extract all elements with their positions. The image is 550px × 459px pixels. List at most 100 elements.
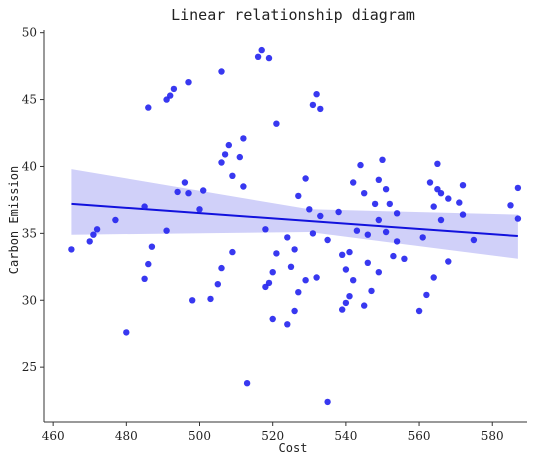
data-point — [437, 216, 445, 224]
x-tick-label: 560 — [408, 429, 431, 443]
y-tick-label: 35 — [22, 226, 37, 240]
data-point — [445, 195, 452, 202]
confidence-band-layer — [71, 169, 518, 259]
y-tick-label: 40 — [22, 159, 37, 173]
y-axis-label: Carbon Emission — [7, 166, 21, 274]
confidence-band — [71, 169, 518, 259]
data-point — [218, 264, 225, 272]
data-point — [236, 153, 243, 161]
data-point — [141, 275, 148, 282]
data-point — [273, 120, 280, 127]
data-point — [243, 380, 251, 387]
data-point — [393, 210, 401, 217]
data-point — [390, 252, 397, 260]
data-point — [324, 236, 331, 244]
x-tick-label: 520 — [261, 429, 284, 443]
data-point — [90, 231, 97, 238]
x-tick-label: 500 — [188, 429, 211, 443]
data-point — [470, 236, 478, 244]
data-point — [382, 228, 390, 236]
data-point — [181, 179, 189, 186]
x-axis: 460 480 500 520 540 560 580 — [42, 421, 527, 443]
data-point — [342, 299, 350, 307]
data-point — [302, 277, 309, 284]
data-point — [339, 306, 346, 313]
data-point — [229, 172, 236, 179]
x-tick-label: 460 — [42, 429, 65, 443]
y-tick-label: 25 — [22, 360, 37, 374]
data-point — [309, 230, 317, 237]
data-point — [426, 179, 434, 186]
data-point — [306, 206, 313, 213]
data-point — [302, 175, 309, 182]
data-point — [185, 79, 192, 86]
data-point — [317, 105, 324, 113]
data-point — [167, 92, 174, 99]
data-point — [269, 315, 276, 323]
data-point — [361, 190, 368, 197]
data-point — [273, 250, 280, 257]
data-point — [123, 329, 130, 336]
data-point — [196, 206, 203, 213]
data-point — [371, 200, 379, 208]
data-point — [401, 255, 408, 262]
data-point — [309, 101, 317, 109]
data-point — [353, 227, 361, 234]
data-point — [339, 251, 346, 258]
data-point — [254, 53, 262, 60]
data-point — [284, 234, 291, 241]
data-point — [419, 234, 426, 241]
data-point — [240, 183, 247, 190]
data-point — [514, 215, 522, 222]
data-point — [148, 243, 156, 250]
data-point — [145, 260, 152, 268]
data-point — [342, 266, 350, 273]
data-point — [218, 159, 225, 166]
data-point — [214, 281, 221, 288]
data-point — [375, 269, 382, 276]
data-point — [295, 192, 302, 200]
data-point — [287, 263, 295, 270]
data-point — [112, 216, 119, 224]
data-point — [291, 307, 298, 315]
scatter-points — [68, 46, 522, 406]
data-point — [434, 160, 441, 167]
data-point — [313, 274, 320, 281]
data-point — [364, 231, 371, 238]
y-tick-label: 50 — [22, 26, 37, 40]
data-point — [350, 277, 357, 284]
data-point — [437, 190, 445, 197]
data-point — [240, 135, 247, 142]
data-point — [379, 156, 386, 163]
x-tick-label: 480 — [115, 429, 138, 443]
data-point — [141, 203, 148, 210]
data-point — [258, 46, 265, 54]
data-point — [189, 297, 196, 304]
data-point — [265, 54, 273, 62]
data-point — [163, 227, 170, 234]
data-point — [262, 226, 269, 233]
data-point — [375, 176, 382, 183]
data-point — [170, 85, 178, 93]
data-point — [423, 291, 430, 299]
data-point — [185, 190, 192, 197]
data-point — [507, 202, 514, 209]
data-point — [430, 274, 437, 281]
data-point — [350, 179, 357, 186]
data-point — [265, 279, 273, 287]
x-tick-label: 540 — [334, 429, 357, 443]
data-point — [295, 289, 302, 296]
y-tick-label: 30 — [22, 293, 37, 307]
data-point — [291, 246, 298, 253]
data-point — [459, 182, 467, 189]
data-point — [200, 187, 207, 194]
data-point — [225, 141, 232, 149]
data-point — [375, 216, 382, 224]
data-point — [145, 104, 152, 111]
data-point — [361, 302, 368, 309]
data-point — [415, 307, 423, 315]
data-point — [346, 293, 353, 300]
data-point — [335, 208, 342, 216]
data-point — [346, 248, 353, 256]
